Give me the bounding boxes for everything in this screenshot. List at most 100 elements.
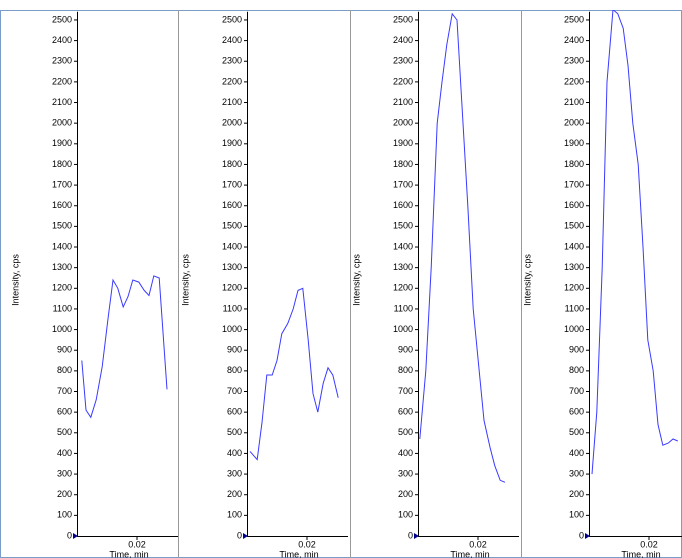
y-tick-label: 500 xyxy=(398,427,413,437)
x-tick-label: 0.02 xyxy=(469,539,487,549)
y-tick-label: 1400 xyxy=(564,241,584,251)
y-tick-label: 600 xyxy=(227,407,242,417)
y-tick-label: 1300 xyxy=(564,262,584,272)
y-tick-label: 0 xyxy=(237,530,242,540)
y-tick-label: 1900 xyxy=(222,138,242,148)
y-tick-label: 2300 xyxy=(564,56,584,66)
y-axis-label: Intensity, cps xyxy=(351,254,361,306)
y-tick-label: 1400 xyxy=(393,241,413,251)
y-tick-label: 400 xyxy=(569,448,584,458)
y-tick-label: 300 xyxy=(569,468,584,478)
x-axis-label: Time, min xyxy=(109,549,148,558)
y-tick-label: 1200 xyxy=(222,283,242,293)
y-tick-label: 2500 xyxy=(222,14,242,24)
y-tick-label: 1700 xyxy=(52,179,72,189)
y-tick-label: 300 xyxy=(57,468,72,478)
y-tick-label: 800 xyxy=(227,365,242,375)
y-tick-label: 1200 xyxy=(393,283,413,293)
y-tick-label: 0 xyxy=(408,530,413,540)
y-tick-label: 200 xyxy=(227,489,242,499)
y-tick-label: 800 xyxy=(398,365,413,375)
y-tick-label: 2400 xyxy=(222,35,242,45)
y-tick-label: 1400 xyxy=(52,241,72,251)
y-tick-label: 1700 xyxy=(393,179,413,189)
y-tick-label: 1700 xyxy=(564,179,584,189)
y-tick-label: 1300 xyxy=(222,262,242,272)
y-tick-label: 1800 xyxy=(222,159,242,169)
origin-marker xyxy=(585,533,590,539)
y-tick-label: 1400 xyxy=(222,241,242,251)
data-line xyxy=(419,12,506,483)
y-tick-label: 1300 xyxy=(393,262,413,272)
y-tick-label: 2300 xyxy=(393,56,413,66)
y-tick-label: 200 xyxy=(398,489,413,499)
y-tick-label: 100 xyxy=(398,510,413,520)
y-tick-label: 700 xyxy=(57,386,72,396)
y-tick-label: 1000 xyxy=(393,324,413,334)
x-axis-label: Time, min xyxy=(279,549,318,558)
y-tick-label: 500 xyxy=(57,427,72,437)
y-tick-label: 400 xyxy=(57,448,72,458)
y-tick-label: 2100 xyxy=(564,97,584,107)
origin-marker xyxy=(414,533,419,539)
y-tick-label: 2000 xyxy=(222,118,242,128)
data-line xyxy=(591,10,678,475)
y-tick-label: 1500 xyxy=(564,221,584,231)
y-tick-label: 900 xyxy=(569,345,584,355)
origin-marker xyxy=(73,533,78,539)
y-tick-label: 2100 xyxy=(222,97,242,107)
y-tick-label: 900 xyxy=(398,345,413,355)
y-tick-label: 1900 xyxy=(393,138,413,148)
y-tick-label: 1900 xyxy=(564,138,584,148)
y-tick-label: 900 xyxy=(57,345,72,355)
data-line xyxy=(81,275,168,419)
y-tick-label: 100 xyxy=(569,510,584,520)
y-tick-label: 2500 xyxy=(52,14,72,24)
y-tick-label: 1600 xyxy=(564,200,584,210)
y-tick-label: 1700 xyxy=(222,179,242,189)
y-tick-label: 400 xyxy=(398,448,413,458)
y-tick-label: 1200 xyxy=(52,283,72,293)
y-tick-label: 1000 xyxy=(52,324,72,334)
y-tick-label: 700 xyxy=(227,386,242,396)
y-tick-label: 2400 xyxy=(564,35,584,45)
y-tick-label: 1300 xyxy=(52,262,72,272)
y-tick-label: 1600 xyxy=(222,200,242,210)
y-tick-label: 300 xyxy=(398,468,413,478)
y-tick-label: 2000 xyxy=(52,118,72,128)
y-tick-label: 2200 xyxy=(222,76,242,86)
y-tick-label: 1100 xyxy=(53,303,72,313)
data-line xyxy=(249,287,339,461)
y-tick-label: 2200 xyxy=(393,76,413,86)
y-tick-label: 600 xyxy=(57,407,72,417)
y-tick-label: 1500 xyxy=(393,221,413,231)
y-tick-label: 0 xyxy=(579,530,584,540)
x-tick-label: 0.02 xyxy=(298,539,316,549)
x-tick-label: 0.02 xyxy=(128,539,146,549)
y-tick-label: 1800 xyxy=(564,159,584,169)
y-tick-label: 1500 xyxy=(222,221,242,231)
y-axis-label: Intensity, cps xyxy=(10,254,20,306)
y-tick-label: 2300 xyxy=(52,56,72,66)
y-tick-label: 600 xyxy=(569,407,584,417)
y-tick-label: 900 xyxy=(227,345,242,355)
y-tick-label: 2000 xyxy=(393,118,413,128)
y-tick-label: 2000 xyxy=(564,118,584,128)
y-tick-label: 500 xyxy=(227,427,242,437)
x-tick-label: 0.02 xyxy=(640,539,658,549)
y-tick-label: 1600 xyxy=(52,200,72,210)
y-tick-label: 700 xyxy=(569,386,584,396)
y-tick-label: 100 xyxy=(57,510,72,520)
y-tick-label: 2200 xyxy=(564,76,584,86)
y-tick-label: 200 xyxy=(57,489,72,499)
y-tick-label: 2400 xyxy=(393,35,413,45)
y-tick-label: 1100 xyxy=(565,303,584,313)
y-tick-label: 0 xyxy=(67,530,72,540)
y-tick-label: 500 xyxy=(569,427,584,437)
y-tick-label: 1800 xyxy=(393,159,413,169)
y-tick-label: 400 xyxy=(227,448,242,458)
y-tick-label: 800 xyxy=(57,365,72,375)
y-tick-label: 2300 xyxy=(222,56,242,66)
y-tick-label: 1200 xyxy=(564,283,584,293)
